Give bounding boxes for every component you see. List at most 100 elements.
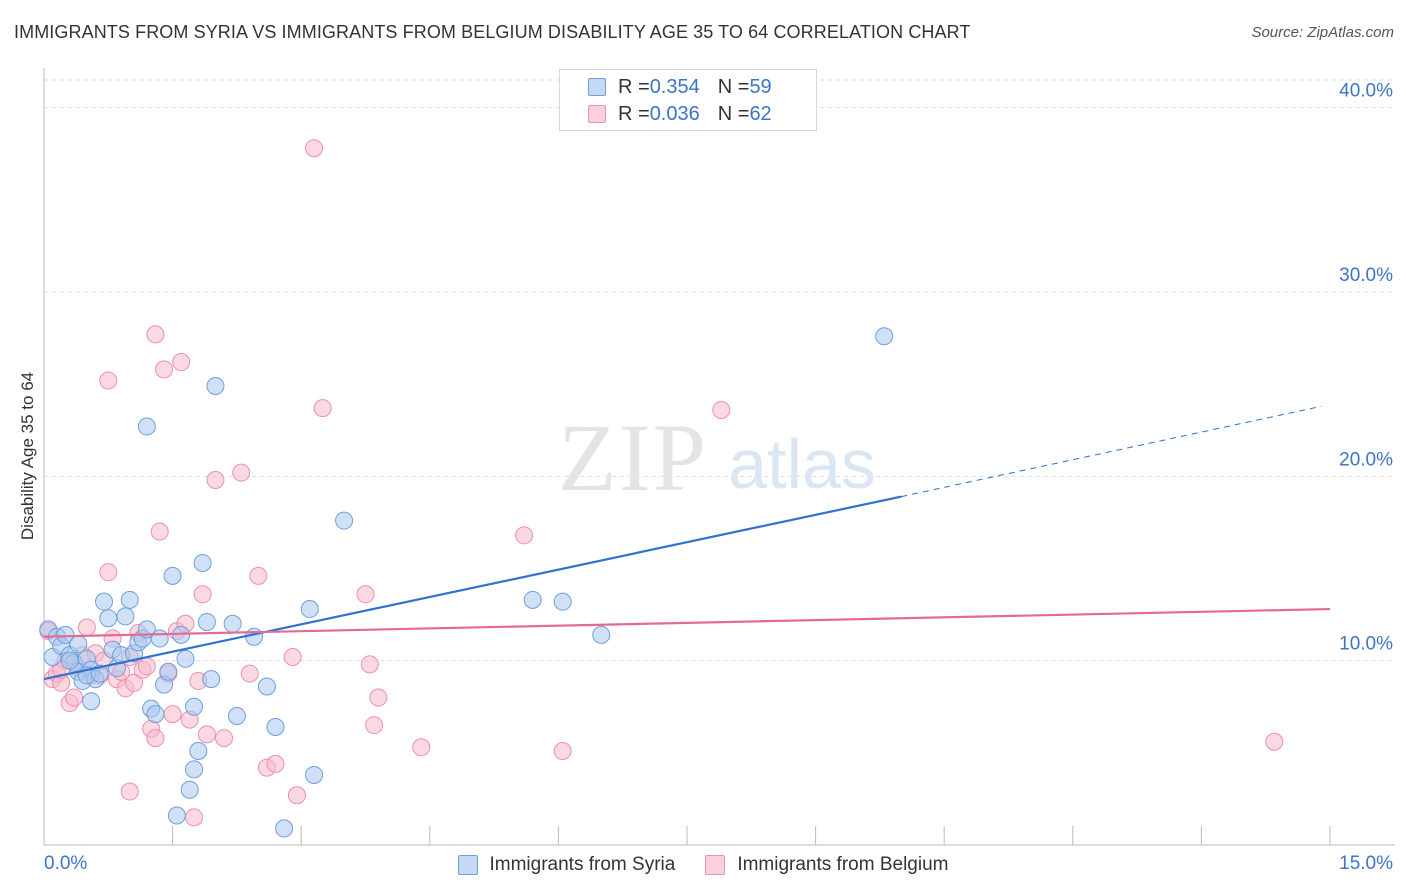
syria-point <box>150 629 169 648</box>
belgium-point <box>712 400 731 419</box>
belgium-point <box>120 782 139 801</box>
syria-point <box>335 511 354 530</box>
syria-point <box>159 662 178 681</box>
syria-point <box>185 697 204 716</box>
legend-label-belgium: Immigrants from Belgium <box>737 854 949 875</box>
belgium-point <box>283 647 302 666</box>
belgium-point <box>77 618 96 637</box>
syria-point <box>275 819 294 838</box>
legend-swatch-syria <box>588 78 606 96</box>
belgium-point <box>356 585 375 604</box>
y-tick-label: 40.0% <box>1339 81 1393 102</box>
belgium-point <box>125 673 144 692</box>
belgium-point <box>215 729 234 748</box>
syria-trend-line <box>43 495 902 681</box>
belgium-point <box>240 664 259 683</box>
syria-point <box>146 705 165 724</box>
source-label: Source: ZipAtlas.com <box>1251 24 1394 41</box>
grid-lines <box>44 79 1395 662</box>
legend-n-value: 62 <box>749 102 772 125</box>
chart-title: IMMIGRANTS FROM SYRIA VS IMMIGRANTS FROM… <box>14 22 971 42</box>
belgium-point <box>150 522 169 541</box>
belgium-point <box>197 725 216 744</box>
belgium-point <box>360 655 379 674</box>
syria-point <box>223 614 242 633</box>
syria-point <box>95 592 114 611</box>
syria-point <box>206 377 225 395</box>
syria-point <box>227 706 246 725</box>
syria-point <box>90 664 109 683</box>
tick-labels: 10.0% 20.0% 30.0% 40.0% 0.0% 15.0% <box>44 81 1393 874</box>
y-tick-label: 20.0% <box>1339 449 1393 470</box>
belgium-point <box>232 463 251 482</box>
syria-point <box>197 612 216 631</box>
syria-point <box>56 625 75 644</box>
syria-point <box>137 417 156 436</box>
watermark-zip: ZIP <box>558 404 708 511</box>
belgium-point <box>369 688 388 707</box>
syria-point <box>523 590 542 609</box>
syria-point <box>257 677 276 696</box>
legend-r-value: 0.036 <box>649 102 700 125</box>
syria-point <box>592 625 611 644</box>
syria-point <box>180 780 199 799</box>
watermark-atlas: atlas <box>728 425 876 503</box>
syria-point <box>189 741 208 760</box>
belgium-point <box>206 471 225 490</box>
trend-lines <box>43 405 1331 681</box>
belgium-point <box>99 371 118 390</box>
syria-point <box>305 765 324 784</box>
syria-point <box>185 760 204 779</box>
x-tick-label: 0.0% <box>44 853 87 874</box>
syria-point <box>116 607 135 626</box>
syria-point <box>300 600 319 619</box>
syria-point <box>202 670 221 689</box>
belgium-point <box>1265 732 1284 751</box>
x-tick-label: 15.0% <box>1339 853 1393 874</box>
legend-n-value: 59 <box>749 75 772 98</box>
legend-r-value: 0.354 <box>649 75 700 98</box>
syria-point <box>60 651 79 670</box>
legend-swatch-syria <box>457 855 478 875</box>
belgium-point <box>553 741 572 760</box>
syria-point <box>69 635 88 654</box>
belgium-point <box>313 399 332 418</box>
legend-item-syria: Immigrants from Syria <box>457 854 676 876</box>
belgium-point <box>65 688 84 707</box>
belgium-point <box>249 566 268 585</box>
y-tick-label: 10.0% <box>1339 634 1393 655</box>
watermark: ZIP atlas <box>558 404 876 511</box>
syria-point <box>99 609 118 628</box>
belgium-point <box>305 139 324 158</box>
legend-row-belgium: R = 0.036 N = 62 <box>588 101 772 127</box>
belgium-point <box>146 729 165 748</box>
belgium-point <box>163 705 182 724</box>
legend-label-syria: Immigrants from Syria <box>489 854 676 875</box>
y-tick-label: 30.0% <box>1339 265 1393 286</box>
syria-point <box>120 590 139 609</box>
belgium-point <box>185 808 204 827</box>
legend-swatch-belgium <box>588 105 606 123</box>
belgium-point <box>146 325 165 344</box>
legend-r-label: R = <box>618 75 650 98</box>
correlation-legend: R = 0.354 N = 59 R = 0.036 N = 62 <box>559 69 817 131</box>
belgium-point <box>193 585 212 604</box>
syria-trend-extension <box>901 405 1322 498</box>
syria-point <box>193 553 212 572</box>
legend-item-belgium: Immigrants from Belgium <box>705 854 948 876</box>
syria-point <box>176 649 195 668</box>
axes <box>43 68 1395 846</box>
syria-point <box>266 718 285 737</box>
belgium-point <box>137 657 156 676</box>
belgium-point <box>99 563 118 582</box>
syria-point <box>875 327 894 346</box>
legend-r-label: R = <box>618 102 650 125</box>
series-syria-points <box>39 327 894 838</box>
belgium-point <box>172 353 191 372</box>
belgium-point <box>266 754 285 773</box>
belgium-point <box>412 738 431 757</box>
series-legend: Immigrants from Syria Immigrants from Be… <box>0 852 1406 878</box>
belgium-point <box>365 716 384 735</box>
syria-point <box>163 566 182 585</box>
